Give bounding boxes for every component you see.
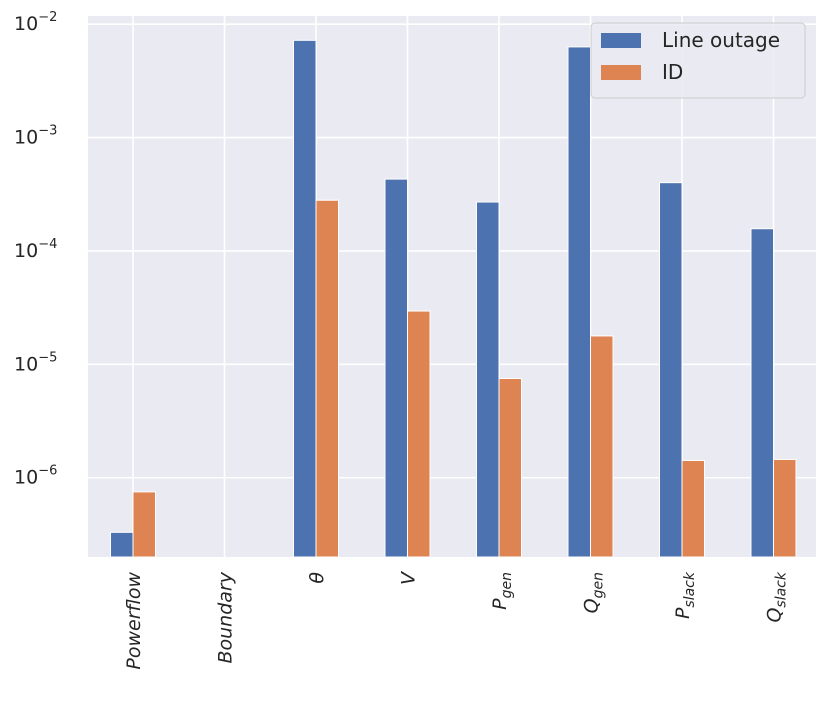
bar-line-outage-6 (659, 182, 683, 558)
bar-id-7 (773, 458, 797, 558)
x-tick-label: Boundary (215, 571, 237, 663)
bar-line-outage-3 (384, 178, 408, 558)
y-tick-label: 10−5 (14, 350, 57, 375)
x-tick-label: Qslack (764, 571, 790, 622)
x-tick-labels: Powerflow Boundary θ V Pgen Qgen Pslack Qslack (123, 570, 790, 670)
bar-line-outage-4 (476, 201, 500, 558)
bars (110, 39, 797, 558)
x-tick-label: V (398, 570, 420, 585)
x-tick-label: Pgen (489, 572, 515, 610)
y-tick-label: 10−4 (14, 237, 57, 262)
bar-id-4 (498, 378, 522, 558)
x-tick-label: Powerflow (123, 572, 145, 670)
bar-id-2 (315, 199, 339, 558)
y-tick-label: 10−3 (14, 124, 57, 149)
y-tick-label: 10−2 (14, 10, 57, 35)
x-tick-label: Qgen (581, 572, 607, 613)
y-tick-label: 10−6 (14, 464, 57, 489)
bar-line-outage-5 (567, 46, 591, 558)
bar-line-outage-0 (110, 531, 134, 558)
legend-label-line-outage: Line outage (662, 28, 780, 52)
legend-swatch-line-outage (601, 33, 641, 48)
legend-swatch-id (601, 65, 641, 80)
x-tick-label: θ (306, 572, 328, 584)
x-tick-label: Pslack (672, 571, 698, 619)
bar-id-3 (407, 310, 431, 558)
bar-line-outage-2 (293, 39, 317, 558)
bar-id-5 (590, 335, 614, 558)
y-tick-labels: 10−6 10−5 10−4 10−3 10−2 (14, 10, 57, 489)
bar-line-outage-7 (750, 228, 774, 558)
legend-label-id: ID (662, 60, 683, 84)
legend-box (590, 22, 806, 99)
bar-id-6 (681, 459, 705, 558)
legend: Line outage ID (590, 22, 806, 99)
bar-id-0 (132, 491, 156, 558)
